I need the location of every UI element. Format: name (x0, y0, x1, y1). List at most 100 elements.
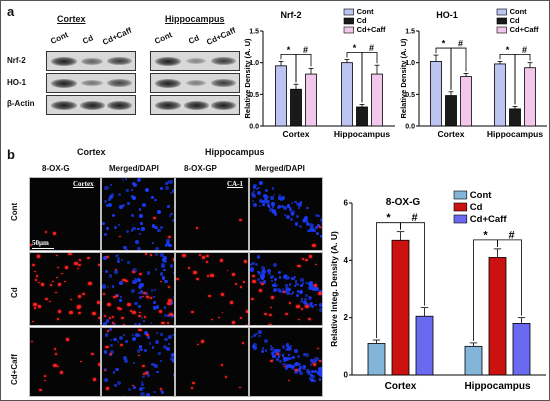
col-label-8oxgp: 8-OX-GP (184, 164, 217, 173)
ho1-legend-label: Cd+Caff (510, 25, 539, 34)
ho1-legend-swatch (496, 17, 507, 25)
micrograph-merged-cortex-cont (101, 177, 175, 251)
oxg-title: 8-OX-G (386, 197, 421, 208)
nrf2-bar-cortex-cdcaff (305, 73, 317, 127)
ho1-category-label: Cortex (438, 129, 465, 139)
ho1-legend-swatch (496, 8, 507, 16)
oxg-bar-hippocampus-cont (464, 345, 483, 376)
lane-label-cd-cortex: Cd (81, 33, 95, 46)
scale-bar (32, 248, 54, 249)
ho1-legend-label: Cd (510, 16, 520, 25)
oxg-legend-label: Cd (470, 202, 483, 213)
panel-a-letter: a (7, 4, 15, 19)
chart-nrf2: 0.0 0.5 1.0 1.5 Relative Density (A. U) Nrf-2… (243, 7, 395, 139)
micrograph-merged-hippo-cd (249, 252, 323, 326)
ho1-bar-cortex-cdcaff (460, 76, 472, 127)
micro-hippocampus-header: Hippocampus (205, 147, 265, 157)
blot-bactin-hippocampus (150, 95, 240, 115)
oxg-y-label: Relative Integ. Density (A. U) (329, 231, 339, 347)
row-label-ho1: HO-1 (7, 78, 27, 87)
oxg-significance-star-marker: * (483, 229, 488, 241)
blot-cortex-header: Cortex (57, 14, 86, 24)
nrf2-significance-star-marker: * (287, 45, 291, 55)
row-label-bactin: β-Actin (7, 99, 35, 108)
nrf2-y-tick-label: 0.0 (249, 124, 259, 131)
ho1-significance-hash-marker: # (458, 39, 463, 49)
ho1-y-label: Relative Density (A. U) (399, 38, 408, 119)
nrf2-legend-swatch (343, 17, 354, 25)
ho1-legend-swatch (496, 26, 507, 34)
blot-hippocampus-header: Hippocampus (165, 14, 225, 24)
micro-row-label-cd: Cd (10, 287, 19, 298)
micrograph-merged-cortex-cdcaff (101, 327, 175, 397)
chart-ho1: 0.0 0.5 1.0 1.5 Relative Density (A. U) HO-1 *… (399, 7, 547, 139)
nrf2-bar-hippocampus-cdcaff (371, 73, 383, 127)
blot-nrf2-hippocampus (150, 51, 240, 71)
row-label-nrf2: Nrf-2 (7, 56, 26, 65)
blot-ho1-hippocampus (150, 73, 240, 93)
col-label-8oxg: 8-OX-G (42, 164, 70, 173)
nrf2-y-tick-label: 1.0 (249, 60, 259, 67)
oxg-bar-hippocampus-cd (488, 257, 507, 376)
nrf2-legend-swatch (343, 8, 354, 16)
ho1-y-tick-label: 1.0 (405, 60, 415, 67)
lane-label-cdcaff-hippo: Cd+Caff (205, 25, 237, 47)
nrf2-legend-swatch (343, 26, 354, 34)
oxg-legend-swatch (453, 202, 468, 212)
scale-bar-label: 50μm (32, 239, 49, 247)
nrf2-bar-cortex-cont (275, 65, 287, 127)
oxg-significance-hash-bracket (497, 239, 522, 316)
micro-row-label-cont: Cont (10, 202, 19, 221)
nrf2-legend-label: Cd+Caff (357, 25, 386, 34)
nrf2-category-label: Cortex (283, 129, 310, 139)
ho1-bar-hippocampus-cdcaff (524, 67, 536, 127)
region-tag-cortex: Cortex (73, 180, 94, 188)
nrf2-bar-hippocampus-cont (341, 62, 353, 127)
ho1-legend-label: Cont (510, 7, 528, 16)
lane-label-cont-cortex: Cont (49, 30, 70, 46)
col-label-merged-hippo: Merged/DAPI (255, 164, 305, 173)
ho1-y-tick-label: 1.5 (405, 29, 415, 36)
ho1-y-tick-label: 0.5 (405, 92, 415, 99)
chart-8oxg: 0 2 4 6 Relative Integ. Density (A. U) 8-OX-G… (329, 190, 546, 392)
ho1-bar-cortex-cd (445, 95, 457, 127)
oxg-y-tick-label: 4 (344, 256, 349, 265)
ho1-title: HO-1 (436, 10, 458, 20)
nrf2-significance-hash-marker: # (303, 45, 308, 55)
nrf2-title: Nrf-2 (280, 10, 301, 20)
oxg-legend-label: Cd+Caff (470, 214, 508, 225)
micrograph-8oxgp-hippo-cdcaff (175, 327, 249, 397)
oxg-legend-swatch (453, 214, 468, 224)
blot-nrf2-cortex (46, 51, 136, 71)
lane-label-cdcaff-cortex: Cd+Caff (101, 25, 133, 47)
ho1-significance-star-marker: * (442, 39, 446, 49)
oxg-legend-label: Cont (470, 190, 492, 201)
blot-bactin-cortex (46, 95, 136, 115)
nrf2-legend-label: Cont (357, 7, 375, 16)
nrf2-y-tick-label: 0.5 (249, 92, 259, 99)
oxg-significance-star-marker: * (386, 212, 391, 224)
oxg-y-tick-label: 0 (344, 371, 349, 380)
micrograph-8oxgp-hippo-cd (175, 252, 249, 326)
region-tag-ca1: CA-1 (227, 180, 243, 188)
nrf2-significance-star-marker: * (353, 43, 357, 53)
oxg-significance-hash-bracket (400, 222, 425, 306)
ho1-bar-hippocampus-cont (494, 63, 506, 127)
micrograph-merged-hippo-cont (249, 177, 323, 251)
panel-b-letter: b (7, 147, 15, 162)
nrf2-significance-hash-marker: # (369, 43, 374, 53)
ho1-significance-hash-bracket (514, 54, 531, 105)
ho1-bar-hippocampus-cd (509, 108, 521, 127)
oxg-legend-swatch (453, 190, 468, 200)
blot-ho1-cortex (46, 73, 136, 93)
ho1-bar-cortex-cont (430, 61, 442, 127)
lane-label-cd-hippo: Cd (187, 33, 201, 46)
oxg-category-label: Hippocampus (464, 381, 531, 392)
micrograph-8oxg-cortex-cd (29, 252, 101, 326)
oxg-y-tick-label: 6 (344, 199, 349, 208)
ho1-significance-hash-bracket (450, 47, 467, 90)
col-label-merged-cortex: Merged/DAPI (109, 164, 159, 173)
nrf2-significance-hash-bracket (361, 52, 378, 103)
lane-label-cont-hippo: Cont (153, 30, 174, 46)
